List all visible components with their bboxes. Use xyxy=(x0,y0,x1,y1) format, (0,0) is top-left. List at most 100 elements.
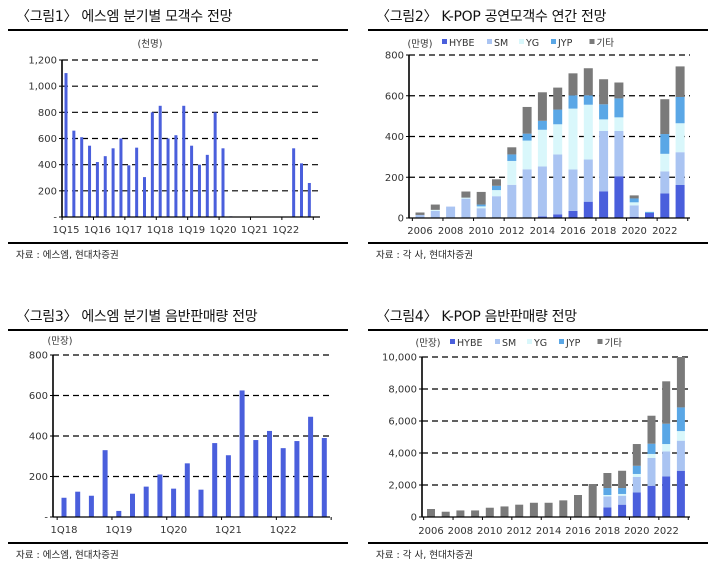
title-rule xyxy=(8,29,348,31)
bar-segment-sm xyxy=(476,208,486,218)
x-tick-label: 2018 xyxy=(591,226,616,237)
x-tick-label: 2016 xyxy=(565,526,590,537)
bar-segment-yg xyxy=(522,140,532,170)
bar xyxy=(190,145,194,217)
y-axis-unit-label: (만장) xyxy=(48,336,73,347)
bar-segment-기타 xyxy=(456,510,465,517)
bar-segment-기타 xyxy=(461,191,471,198)
y-tick-label: 600 xyxy=(385,91,404,102)
title-rule xyxy=(368,29,708,31)
bar xyxy=(212,443,218,517)
bar-segment-기타 xyxy=(515,504,524,517)
bar-segment-기타 xyxy=(559,500,568,517)
bar xyxy=(95,162,99,217)
bar-segment-sm xyxy=(507,184,517,218)
chart-title: 〈그림2〉 K-POP 공연모객수 연간 전망 xyxy=(376,9,607,25)
bar-segment-sm xyxy=(446,206,456,218)
bar-segment-기타 xyxy=(632,444,641,466)
bar-segment-hybe xyxy=(629,216,639,218)
legend-swatch-sm xyxy=(495,339,500,344)
bar xyxy=(61,497,67,517)
bar-segment-기타 xyxy=(660,99,670,135)
source-note: 자료 : 에스엠, 현대차증권 xyxy=(16,550,119,561)
bar-segment-yg xyxy=(662,444,671,452)
y-tick-label: 200 xyxy=(38,186,57,197)
bar-segment-sm xyxy=(430,210,440,218)
y-tick-label: 400 xyxy=(385,132,404,143)
x-tick-label: 2022 xyxy=(653,526,678,537)
chart-panel-3: 〈그림3〉 에스엠 분기별 음반판매량 전망 (만장) - 200 400 600 800… xyxy=(8,300,358,580)
legend-swatch-hybe xyxy=(442,39,447,44)
bar xyxy=(267,430,272,517)
legend-swatch-yg xyxy=(527,339,532,344)
bar-segment-yg xyxy=(629,202,639,206)
bar xyxy=(174,135,178,217)
bar xyxy=(205,154,209,217)
bar-segment-기타 xyxy=(471,510,480,517)
bar-segment-기타 xyxy=(662,381,671,424)
x-tick-label: 2008 xyxy=(438,226,463,237)
bar-segment-기타 xyxy=(676,357,685,408)
chart-title: 〈그림4〉 K-POP 음반판매량 전망 xyxy=(376,309,577,325)
chart-svg: (만장) - 200 400 600 800 1Q18 1Q19 1Q20 1Q21 1Q22 xyxy=(29,336,332,536)
bar-segment-jyp xyxy=(647,443,656,454)
bar-segment-jyp xyxy=(629,198,639,203)
bar-segment-jyp xyxy=(583,95,593,105)
x-tick-label: 1Q19 xyxy=(105,525,132,536)
bar xyxy=(127,165,131,217)
bar-segment-sm xyxy=(632,477,641,493)
bar-segment-기타 xyxy=(583,68,593,96)
bar-segment-기타 xyxy=(500,506,509,517)
bar-segment-jyp xyxy=(662,423,671,445)
bar-segment-기타 xyxy=(574,495,582,517)
bar-segment-sm xyxy=(568,169,578,211)
bar-segment-hybe xyxy=(645,212,654,218)
source-rule xyxy=(368,242,708,244)
legend-label: YG xyxy=(525,38,539,49)
legend-label: 기타 xyxy=(597,38,615,49)
bar-segment-jyp xyxy=(507,154,517,161)
bar-segment-sm xyxy=(415,214,425,218)
bar-segment-jyp xyxy=(476,204,486,207)
bar xyxy=(307,182,311,217)
bar-segment-sm xyxy=(662,451,671,477)
bar xyxy=(116,510,122,517)
x-tick-label: 2008 xyxy=(448,526,473,537)
bar xyxy=(213,112,217,217)
y-tick-label: 6,000 xyxy=(388,417,417,428)
x-tick-label: 1Q21 xyxy=(215,525,242,536)
bar-segment-기타 xyxy=(507,147,517,155)
title-rule xyxy=(368,329,708,331)
bar-segment-sm xyxy=(583,159,593,202)
y-tick-label: 2,000 xyxy=(388,481,417,492)
bar xyxy=(143,486,149,517)
legend-swatch-hybe xyxy=(450,339,455,344)
chart-title: 〈그림3〉 에스엠 분기별 음반판매량 전망 xyxy=(16,309,258,325)
bar-segment-기타 xyxy=(618,470,627,489)
legend-label: HYBE xyxy=(457,338,482,349)
chart-panel-2: 〈그림2〉 K-POP 공연모객수 연간 전망 (만명) 0 200 400 600 80… xyxy=(368,0,717,280)
x-tick-label: 2010 xyxy=(468,226,493,237)
chart-svg: (만장) 0 2,000 4,000 6,000 8,000 10,000 2006 2008 2… xyxy=(382,338,690,537)
x-tick-label: 2012 xyxy=(506,526,531,537)
bar-segment-yg xyxy=(676,431,685,441)
bar xyxy=(321,438,327,517)
bar-segment-기타 xyxy=(537,92,547,121)
legend-label: HYBE xyxy=(449,38,474,49)
bar-segment-hybe xyxy=(553,214,563,218)
bar xyxy=(225,455,231,517)
bar-segment-yg xyxy=(507,160,517,185)
y-tick-label: 1,200 xyxy=(28,56,57,67)
x-tick-label: 2018 xyxy=(595,526,620,537)
bar-segment-yg xyxy=(476,206,486,209)
bar-segment-sm xyxy=(603,496,612,508)
bar-segment-sm xyxy=(676,440,685,471)
bar xyxy=(198,489,204,517)
bar-segment-sm xyxy=(675,152,685,185)
y-tick-label: 400 xyxy=(29,432,48,443)
x-tick-label: 1Q19 xyxy=(178,225,205,236)
bar-segment-jyp xyxy=(676,407,685,432)
legend-swatch-jyp xyxy=(559,339,564,344)
bar xyxy=(197,164,201,217)
bar xyxy=(102,450,108,517)
